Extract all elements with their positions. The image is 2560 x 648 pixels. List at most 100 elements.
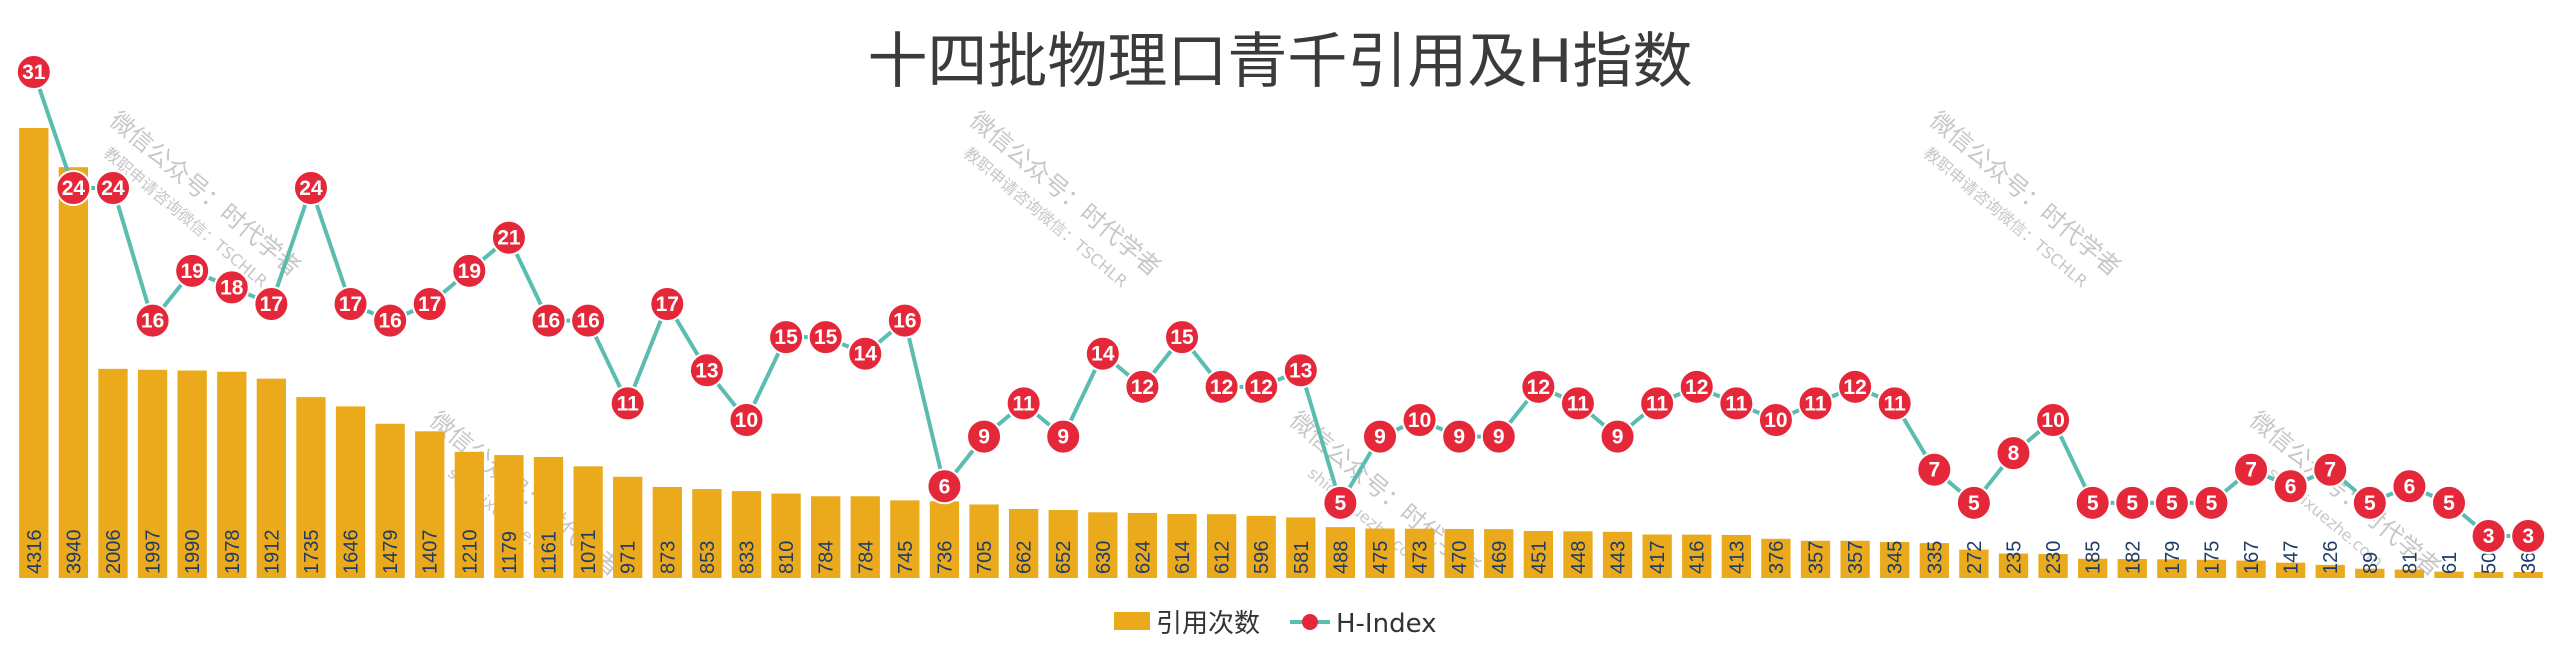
h-index-point	[1282, 352, 1319, 389]
h-index-point	[728, 402, 765, 438]
bar-value-label: 2006	[103, 530, 125, 575]
h-index-label: 15	[1170, 326, 1194, 349]
bar	[2196, 559, 2227, 578]
bar-value-label: 272	[1964, 541, 1986, 574]
h-index-label: 12	[1131, 376, 1154, 399]
h-index-point	[966, 418, 1003, 455]
bar	[98, 368, 128, 578]
bar-value-label: 662	[1014, 541, 1036, 574]
h-index-label: 9	[1057, 426, 1069, 449]
h-index-label: 11	[1013, 392, 1036, 415]
bar-value-label: 1479	[380, 530, 402, 575]
bar-value-label: 810	[776, 541, 798, 574]
legend: 引用次数 H-Index	[1114, 609, 1437, 639]
bar-value-label: 1210	[459, 530, 481, 575]
bar	[1721, 534, 1751, 578]
h-index-label: 9	[1374, 426, 1386, 449]
h-index-point	[2391, 468, 2428, 505]
h-index-label: 17	[260, 293, 283, 316]
h-index-label: 9	[1612, 426, 1624, 449]
bar-value-label: 1161	[539, 531, 561, 574]
h-index-label: 16	[141, 310, 164, 333]
h-index-point	[1639, 385, 1676, 422]
bar	[1602, 531, 1633, 578]
h-index-point	[2431, 484, 2468, 521]
legend-bar-label: 引用次数	[1156, 609, 1260, 639]
bar-value-label: 475	[1370, 541, 1392, 574]
bar-value-label: 469	[1489, 541, 1511, 574]
bar	[2157, 559, 2187, 578]
bar	[2513, 572, 2543, 578]
h-index-point	[1599, 418, 1636, 455]
bar-value-label: 61	[2439, 552, 2461, 574]
bar	[1286, 517, 1316, 578]
h-index-point	[2114, 484, 2151, 521]
h-index-label: 16	[378, 310, 401, 333]
bar-value-label: 736	[934, 541, 956, 574]
h-index-label: 9	[978, 426, 990, 449]
bar-value-label: 50	[2479, 552, 2501, 574]
h-index-label: 11	[617, 392, 640, 415]
bar	[1919, 543, 1949, 578]
h-index-label: 11	[1646, 392, 1669, 415]
h-index-point	[886, 302, 923, 339]
h-index-label: 13	[695, 359, 718, 382]
bar	[296, 397, 326, 578]
h-index-label: 13	[1289, 359, 1312, 382]
bar	[1325, 527, 1356, 578]
bar	[1523, 530, 1554, 578]
h-index-point	[1520, 368, 1557, 405]
h-index-point	[15, 54, 52, 90]
bar	[1880, 542, 1910, 578]
bar-value-label: 873	[657, 541, 679, 574]
h-index-point	[213, 269, 250, 306]
h-index-point	[1203, 368, 1240, 405]
bar	[1365, 528, 1395, 578]
bar	[58, 167, 89, 578]
bar	[1563, 531, 1593, 578]
bar-value-label: 3940	[63, 530, 85, 575]
h-index-point	[451, 252, 488, 289]
legend-marker-swatch	[1302, 614, 1318, 630]
h-index-label: 24	[62, 177, 86, 200]
h-index-point	[2272, 468, 2309, 505]
h-index-point	[94, 170, 131, 206]
bar	[454, 451, 484, 578]
h-index-label: 14	[1091, 343, 1115, 366]
bar-value-label: 376	[1766, 541, 1788, 574]
h-index-label: 9	[1493, 426, 1505, 449]
h-index-point	[1322, 484, 1359, 521]
h-index-label: 15	[814, 326, 838, 349]
bar	[1959, 549, 1989, 578]
h-index-label: 18	[220, 276, 244, 299]
line-series	[31, 71, 2529, 538]
bar	[2434, 571, 2464, 578]
bar-value-label: 416	[1687, 541, 1709, 574]
bar-value-label: 784	[816, 541, 838, 574]
bar-value-label: 630	[1093, 541, 1115, 574]
bar	[256, 378, 287, 578]
h-index-label: 10	[1764, 409, 1787, 432]
bar	[177, 370, 207, 578]
bar	[890, 500, 920, 578]
h-index-point	[2233, 451, 2270, 488]
h-index-label: 11	[1567, 392, 1590, 415]
bar-value-label: 612	[1212, 541, 1234, 574]
bar	[137, 369, 168, 578]
bar-value-label: 448	[1568, 541, 1590, 574]
bar	[1484, 529, 1514, 578]
h-index-label: 14	[854, 343, 878, 366]
h-index-point	[1361, 418, 1398, 455]
h-index-label: 12	[1685, 376, 1708, 399]
h-index-point	[926, 468, 963, 505]
bar-value-label: 175	[2201, 541, 2223, 574]
bar	[2315, 564, 2345, 578]
bar-value-label: 81	[2399, 552, 2421, 574]
bar-value-label: 488	[1330, 541, 1352, 574]
h-index-point	[2470, 518, 2507, 554]
bar-value-label: 182	[2122, 541, 2144, 574]
bar	[494, 455, 524, 578]
bar	[1642, 534, 1672, 578]
bar	[1444, 528, 1474, 578]
bar-value-label: 335	[1924, 541, 1946, 574]
